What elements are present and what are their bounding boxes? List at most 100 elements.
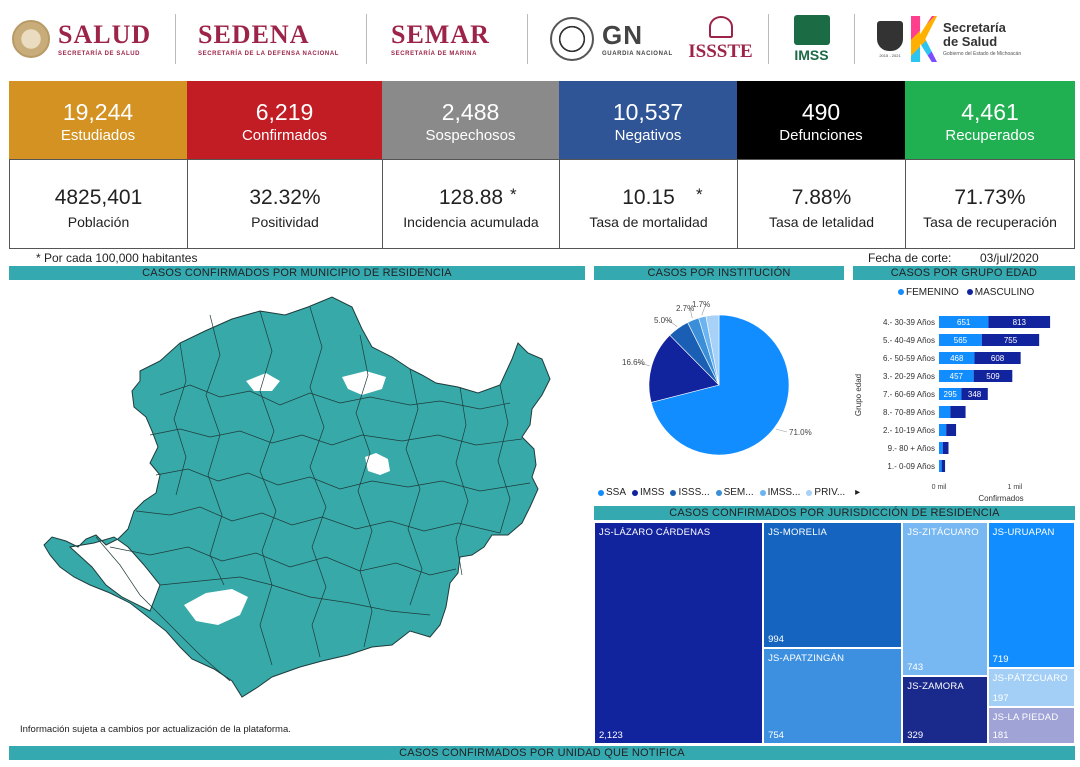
gn-logo: GN GUARDIA NACIONAL	[528, 0, 673, 78]
pie-legend-item[interactable]: IMSS...	[759, 487, 800, 498]
municipio-borders	[95, 306, 531, 682]
gn-sub: GUARDIA NACIONAL	[602, 50, 673, 57]
age-data-label: 565	[954, 336, 968, 345]
treemap-tile-value: 2,123	[599, 730, 623, 741]
stat-value: 4825,401	[54, 186, 143, 209]
age-bar-segment[interactable]	[939, 352, 975, 364]
stat-value: 71.73%	[954, 186, 1026, 209]
pie-legend-item[interactable]: PRIV...	[806, 487, 845, 498]
age-bar-segment[interactable]	[950, 406, 966, 418]
stat-poblacion: 4825,401 Población	[10, 160, 188, 248]
semar-logo: SEMAR SECRETARÍA DE MARINA	[367, 0, 527, 78]
legend-femenino[interactable]: FEMENINO	[898, 287, 959, 298]
section-title-jurisdiccion: CASOS CONFIRMADOS POR JURISDICCIÓN DE RE…	[594, 506, 1075, 520]
age-bar-segment[interactable]	[973, 370, 1013, 382]
municipio-border	[95, 536, 231, 682]
pie-slice[interactable]	[650, 314, 790, 456]
legend-dot	[715, 489, 722, 496]
age-bar-segment[interactable]	[939, 334, 982, 346]
kpi-defunciones: 490 Defunciones	[737, 81, 905, 159]
age-category-label: 5.- 40-49 Años	[883, 336, 935, 345]
treemap-tile[interactable]: JS-APATZINGÁN 754	[763, 648, 903, 744]
age-category-label: 6.- 50-59 Años	[883, 354, 935, 363]
age-bar-segment[interactable]	[974, 352, 1021, 364]
legend-dot	[598, 489, 604, 496]
treemap-tile-value: 197	[992, 693, 1009, 705]
cutoff-date: 03/jul/2020	[980, 251, 1039, 265]
age-bar-segment[interactable]	[942, 442, 949, 454]
age-bar-segment[interactable]	[939, 442, 943, 454]
pie-leader-line	[635, 361, 650, 367]
kpi-value: 4,461	[961, 99, 1019, 125]
treemap-tile[interactable]: JS-ZAMORA 329	[902, 675, 988, 744]
stat-value: 10.15	[622, 186, 675, 209]
michoacan-municipios-map[interactable]	[10, 285, 585, 745]
municipio-border	[159, 576, 431, 616]
age-data-label: 755	[1004, 336, 1018, 345]
age-bar-segment[interactable]	[961, 388, 988, 400]
treemap-tile-label: JS-ZITÁCUARO	[907, 527, 979, 538]
stat-value: 128.88	[438, 186, 504, 209]
age-bar-segment[interactable]	[939, 388, 962, 400]
age-x-tick: 1 mil	[1007, 484, 1022, 491]
pie-slice[interactable]	[648, 334, 720, 403]
pie-legend-item[interactable]: ISSS...	[670, 487, 710, 498]
municipio-border	[497, 384, 511, 534]
imss-logo: IMSS	[769, 0, 854, 78]
sedena-logo: SEDENA SECRETARÍA DE LA DEFENSA NACIONAL	[176, 0, 366, 78]
legend-dot	[759, 489, 766, 496]
stat-positividad: 32.32% Positividad	[188, 160, 383, 248]
treemap-tile[interactable]: JS-URUAPAN 719	[987, 522, 1075, 668]
municipio-border	[159, 384, 511, 410]
pie-data-label: 16.6%	[622, 358, 645, 367]
pie-legend-item[interactable]: SSA	[598, 487, 626, 498]
age-bar-segment[interactable]	[939, 460, 942, 472]
treemap-tile[interactable]: JS-LA PIEDAD 181	[987, 707, 1075, 744]
age-category-label: 1.- 0-09 Años	[887, 462, 935, 471]
age-bar-segment[interactable]	[939, 316, 989, 328]
age-bar-segment[interactable]	[941, 460, 946, 472]
jurisdiccion-treemap[interactable]: JS-LÁZARO CÁRDENAS 2,123 JS-MORELIA 994 JS-A…	[594, 522, 1075, 744]
sedena-sub: SECRETARÍA DE LA DEFENSA NACIONAL	[198, 50, 340, 57]
treemap-tile[interactable]: JS-ZITÁCUARO 743	[902, 522, 988, 676]
legend-dot	[632, 489, 639, 496]
pie-legend-item[interactable]: IMSS	[632, 487, 664, 498]
treemap-tile[interactable]: JS-LÁZARO CÁRDENAS 2,123	[594, 522, 764, 744]
age-bar-segment[interactable]	[939, 424, 947, 436]
institucion-pie-chart[interactable]: 71.0% 16.6% 5.0% 2.7%1.7%	[594, 285, 844, 500]
age-bar-segment[interactable]	[939, 370, 974, 382]
age-bar-segment[interactable]	[988, 316, 1051, 328]
municipio-border	[405, 368, 423, 606]
legend-masculino[interactable]: MASCULINO	[966, 287, 1034, 298]
stat-label: Incidencia acumulada	[403, 214, 539, 230]
legend-next-icon[interactable]: ▸	[855, 487, 861, 498]
divider	[366, 14, 367, 64]
divider	[527, 14, 528, 64]
kpi-row: 19,244 Estudiados 6,219 Confirmados 2,48…	[9, 81, 1075, 159]
kpi-value: 6,219	[255, 99, 314, 125]
pie-leader-line	[689, 307, 693, 319]
pie-legend[interactable]: SSA IMSS ISSS... SEM... IMSS... PRIV... ▸	[598, 487, 860, 498]
municipio-border	[173, 342, 187, 496]
age-data-label: 608	[991, 354, 1005, 363]
age-y-axis-label: Grupo edad	[854, 374, 863, 416]
age-category-label: 8.- 70-89 Años	[883, 408, 935, 417]
pie-slice[interactable]	[705, 314, 720, 386]
michoacan-years: 2015 - 2021	[879, 52, 901, 58]
age-bar-segment[interactable]	[946, 424, 957, 436]
hole-presa-infiernillo	[184, 589, 248, 625]
age-bar-segment[interactable]	[981, 334, 1040, 346]
pie-data-label: 2.7%	[676, 304, 694, 313]
treemap-tile[interactable]: JS-PÁTZCUARO 197	[987, 667, 1075, 708]
pie-legend-item[interactable]: SEM...	[715, 487, 754, 498]
pie-data-label: 71.0%	[789, 428, 812, 437]
treemap-tile[interactable]: JS-MORELIA 994	[763, 522, 903, 649]
age-bar-segment[interactable]	[939, 406, 951, 418]
age-group-bar-chart[interactable]: 4.- 30-39 Años 651 813 5.- 40-49 Años 565 755…	[853, 305, 1075, 505]
municipio-border	[149, 428, 523, 446]
pie-leader-line	[775, 428, 788, 433]
header-logos: SALUD SECRETARÍA DE SALUD SEDENA SECRETA…	[0, 0, 1080, 78]
imss-name: IMSS	[794, 47, 829, 63]
michoacan-seal-icon	[877, 20, 903, 51]
issste-logo: ISSSTE	[673, 0, 768, 78]
